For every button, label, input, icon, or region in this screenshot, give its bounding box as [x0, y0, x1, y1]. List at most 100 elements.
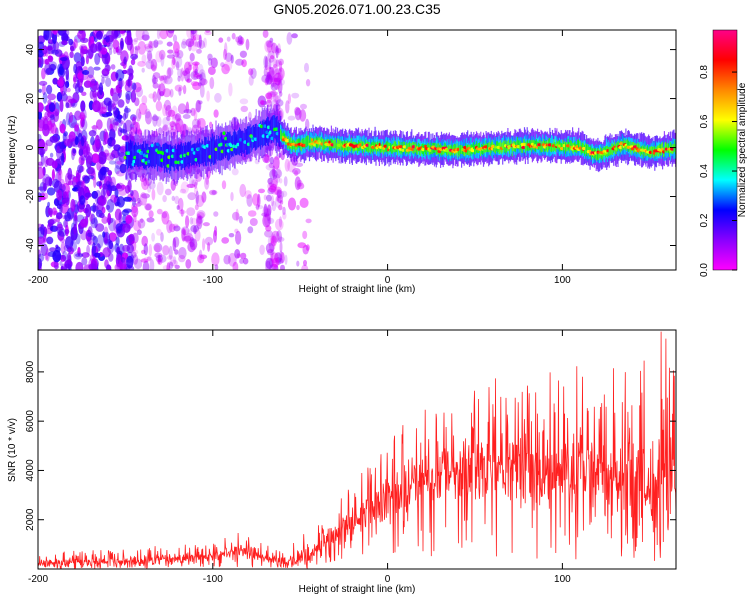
heatmap-noise-cell: [173, 256, 177, 265]
heatmap-band-cell: [160, 146, 162, 167]
heatmap-noise-cell: [72, 148, 77, 154]
heatmap-band-cell: [212, 137, 214, 165]
heatmap-noise-cell: [185, 259, 192, 269]
heatmap-noise-cell: [152, 91, 158, 103]
heatmap-noise-cell: [105, 77, 112, 87]
heatmap-noise-cell: [73, 223, 77, 235]
heatmap-noise-cell: [107, 212, 112, 225]
heatmap-noise-cell: [38, 110, 42, 120]
heatmap-noise-cell: [79, 111, 86, 121]
heatmap-band-cell: [152, 145, 154, 166]
heatmap-noise-cell: [104, 176, 111, 185]
heatmap-noise-cell: [144, 108, 151, 119]
heatmap-noise-cell: [54, 265, 60, 269]
heatmap-band-cell: [566, 143, 568, 152]
heatmap-noise-cell: [270, 252, 279, 264]
x-tick-label: -100: [203, 574, 223, 585]
heatmap-noise-cell: [86, 232, 95, 238]
heatmap-noise-cell: [166, 54, 176, 59]
heatmap-noise-cell: [274, 95, 281, 104]
heatmap-noise-cell: [294, 107, 302, 121]
snr-panel: -200 -100 0 100 2000 4000 6000 8000 Height of s…: [7, 329, 677, 595]
heatmap-noise-cell: [38, 80, 48, 86]
heatmap-noise-cell: [267, 182, 274, 191]
heatmap-noise-cell: [259, 244, 265, 255]
heatmap-noise-cell: [156, 208, 163, 215]
heatmap-noise-cell: [296, 182, 305, 190]
heatmap-noise-cell: [73, 52, 82, 63]
heatmap-noise-cell: [202, 222, 210, 227]
heatmap-band-cell: [199, 142, 201, 165]
heatmap-noise-cell: [142, 260, 150, 270]
heatmap-noise-cell: [90, 213, 96, 225]
heatmap-noise-cell: [81, 257, 88, 266]
heatmap-band-cell: [255, 123, 257, 150]
heatmap-band-cell: [178, 145, 180, 167]
heatmap-peak-cell: [535, 145, 539, 149]
heatmap-band-cell: [578, 139, 580, 151]
heatmap-band-cell: [185, 145, 187, 167]
heatmap-noise-cell: [59, 237, 66, 243]
heatmap-noise-cell: [80, 157, 84, 166]
y-tick-label: 20: [25, 93, 36, 105]
heatmap-noise-cell: [160, 232, 164, 242]
heatmap-noise-cell: [189, 52, 195, 62]
heatmap-noise-cell: [95, 141, 100, 148]
heatmap-noise-cell: [52, 249, 62, 263]
heatmap-noise-cell: [159, 75, 165, 81]
heatmap-noise-cell: [155, 254, 163, 263]
heatmap-noise-cell: [133, 220, 142, 232]
heatmap-noise-cell: [49, 152, 54, 158]
heatmap-band-cell: [275, 116, 277, 146]
heatmap-band-cell: [552, 143, 554, 152]
heatmap-band-cell: [204, 136, 206, 162]
heatmap-noise-cell: [180, 226, 190, 236]
heatmap-noise-cell: [174, 122, 181, 133]
heatmap-noise-cell: [187, 192, 197, 201]
heatmap-noise-cell: [93, 176, 97, 188]
heatmap-noise-cell: [246, 194, 253, 207]
heatmap-noise-cell: [160, 53, 165, 67]
heatmap-band-cell: [309, 137, 311, 148]
heatmap-band-cell: [141, 144, 143, 166]
heatmap-noise-cell: [137, 60, 146, 67]
heatmap-noise-cell: [131, 202, 138, 214]
heatmap-band-cell: [281, 130, 283, 141]
heatmap-noise-cell: [91, 259, 97, 270]
heatmap-noise-cell: [273, 77, 281, 82]
heatmap-noise-cell: [84, 192, 93, 198]
heatmap-noise-cell: [151, 232, 156, 242]
heatmap-noise-cell: [182, 114, 191, 119]
heatmap-noise-cell: [163, 99, 172, 111]
heatmap-band-cell: [219, 136, 221, 161]
heatmap-noise-cell: [145, 45, 154, 53]
heatmap-band-cell: [159, 144, 161, 168]
heatmap-band-cell: [205, 137, 207, 167]
heatmap-noise-cell: [266, 204, 272, 216]
heatmap-noise-cell: [174, 113, 182, 122]
heatmap-band-cell: [161, 146, 163, 168]
heatmap-noise-cell: [213, 109, 219, 118]
heatmap-band-cell: [406, 143, 408, 153]
heatmap-band-cell: [143, 147, 145, 170]
heatmap-noise-cell: [40, 152, 45, 167]
heatmap-noise-cell: [108, 240, 114, 250]
heatmap-noise-cell: [151, 115, 159, 122]
heatmap-noise-cell: [133, 213, 137, 223]
heatmap-noise-cell: [260, 99, 265, 106]
heatmap-noise-cell: [171, 195, 175, 202]
heatmap-band-cell: [200, 143, 202, 164]
heatmap-noise-cell: [267, 177, 273, 185]
heatmap-noise-cell: [91, 242, 96, 257]
heatmap-noise-cell: [135, 202, 142, 208]
y-tick-label: 4000: [25, 459, 36, 482]
heatmap-noise-cell: [178, 247, 187, 260]
heatmap-noise-cell: [267, 217, 275, 224]
heatmap-band-cell: [153, 146, 155, 168]
x-tick-label: 0: [385, 574, 391, 585]
heatmap-noise-cell: [132, 249, 139, 255]
heatmap-band-cell: [665, 141, 667, 153]
x-tick-label: 100: [554, 574, 571, 585]
heatmap-noise-cell: [176, 205, 180, 210]
